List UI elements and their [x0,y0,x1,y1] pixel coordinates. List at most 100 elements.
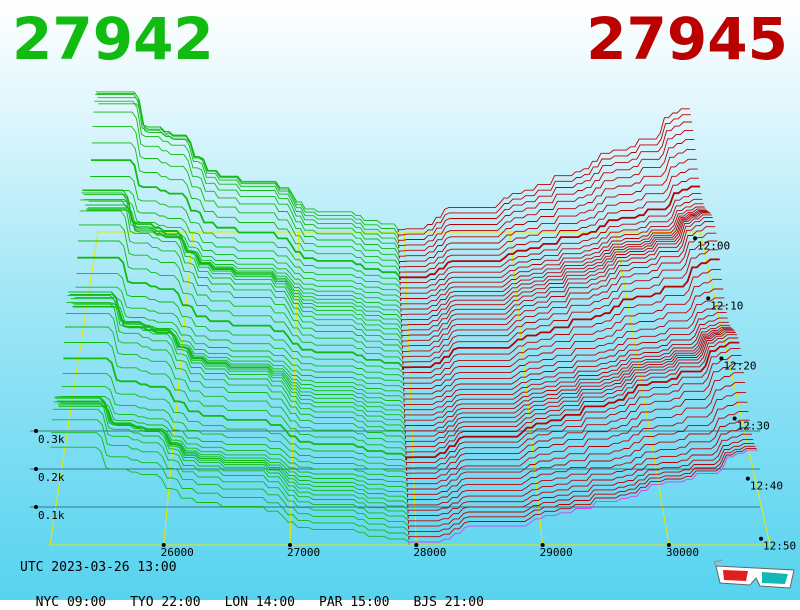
price-tick-dot [666,543,671,547]
footer-date: UTC 2023-03-26 13:00 [20,560,177,575]
price-gridline [163,231,194,546]
bid-depth-line [60,396,408,476]
ask-depth-line [403,288,724,386]
bid-depth-line [91,142,401,275]
timezone-lon: LON 14:00 [224,595,296,610]
bid-depth-line [68,291,406,429]
ask-depth-line [398,148,696,259]
ask-depth-line [399,193,702,286]
price-tick-dot [540,543,545,547]
price-tick-dot [414,543,419,547]
bid-depth-line [70,298,405,413]
bid-depth-line [66,302,406,439]
ask-depth-line [408,445,756,535]
ask-depth-line [398,121,693,243]
bid-depth-line [59,405,408,487]
bid-depth-line [89,190,401,291]
ask-depth-line [403,305,726,397]
ask-depth-line [406,381,746,487]
ask-depth-line [401,212,711,328]
ask-depth-line [408,442,755,530]
bid-depth-line [60,402,408,482]
bid-depth-line [86,208,402,312]
bid-depth-line [96,92,400,243]
bid-depth-line [95,93,400,254]
price-tick-label: 30000 [666,546,699,559]
bid-depth-line [65,326,407,450]
ask-depth-line [407,438,754,524]
ask-depth-line [405,341,740,461]
ask-price: 27945 [586,5,788,73]
bid-depth-line [75,286,404,381]
ask-depth-line [408,447,757,540]
ask-depth-line [408,449,758,545]
depth-tick-dot [34,429,38,433]
ask-depth-line [398,139,695,254]
bid-depth-line [76,273,404,376]
time-tick-label: 12:30 [737,420,770,433]
time-tick-dot [732,416,737,421]
footer-timezones: NYC 09:00 TYO 22:00 LON 14:00 PAR 15:00 BJS … [20,580,508,610]
ask-depth-line [403,312,727,402]
bid-depth-line [82,189,403,339]
ask-depth-line [405,347,741,466]
ask-depth-line [406,372,744,482]
ask-depth-line [401,217,713,339]
depth-tick-label: 0.2k [38,471,65,484]
bid-depth-line [77,256,404,370]
ask-depth-line [402,278,722,381]
bid-depth-line [55,396,409,514]
price-tick-label: 29000 [540,546,573,559]
bid-depth-line [61,385,407,471]
ask-depth-line [404,328,733,429]
ask-depth-line [398,158,697,264]
chart-axes: 0.1k 0.2k 0.3k 26000 27000 28000 29000 30000 12:… [34,236,796,559]
ask-depth-line [406,354,742,471]
timezone-nyc: NYC 09:00 [35,595,107,610]
bid-depth-line [56,397,409,508]
ask-depth-line [405,331,736,445]
timezone-tyo: TYO 22:00 [130,595,201,610]
bid-depth-line [93,111,400,264]
bid-depth-line [64,342,407,455]
bid-depth-line [79,210,403,354]
ask-depth-line [405,337,739,455]
bid-depth-line [52,408,410,530]
bid-depth-line [82,190,403,333]
price-tick-dot [288,543,292,547]
price-tick-dot [161,543,166,547]
ask-depth-line [402,232,717,354]
bid-depth-line [92,125,400,270]
bid-depth-line [52,419,410,535]
time-tick-dot [693,236,698,241]
floor-outline [49,231,771,546]
ask-depth-line [399,168,698,270]
time-tick-label: 12:10 [710,299,743,312]
ask-depth-line [407,401,748,498]
ask-depth-line [401,214,712,333]
bid-depth-line [50,446,410,545]
bid-depth-line [62,372,407,466]
ask-depth-line [406,363,743,476]
time-tick-label: 12:00 [697,239,730,252]
price-tick-label: 28000 [413,546,446,559]
time-tick-dot [759,536,764,541]
ask-depth-line [399,177,699,275]
bid-depth-line [90,176,401,286]
ask-depth-line [407,411,749,503]
timezone-par: PAR 15:00 [319,595,390,610]
ask-depth-line [407,433,752,519]
ask-depth-line [402,240,718,360]
depth-tick-label: 0.3k [38,433,65,446]
price-tick-label: 27000 [287,546,320,559]
time-tick-dot [745,476,750,481]
bid-depth-line [73,306,405,397]
ask-depth-line [401,226,716,349]
ask-depth-line [399,198,703,291]
bid-depth-line [80,199,403,349]
bid-depth-line [73,303,405,392]
bid-depth-line [78,224,404,360]
ask-depth-line [397,114,691,238]
3d-glasses-icon[interactable] [714,558,798,592]
